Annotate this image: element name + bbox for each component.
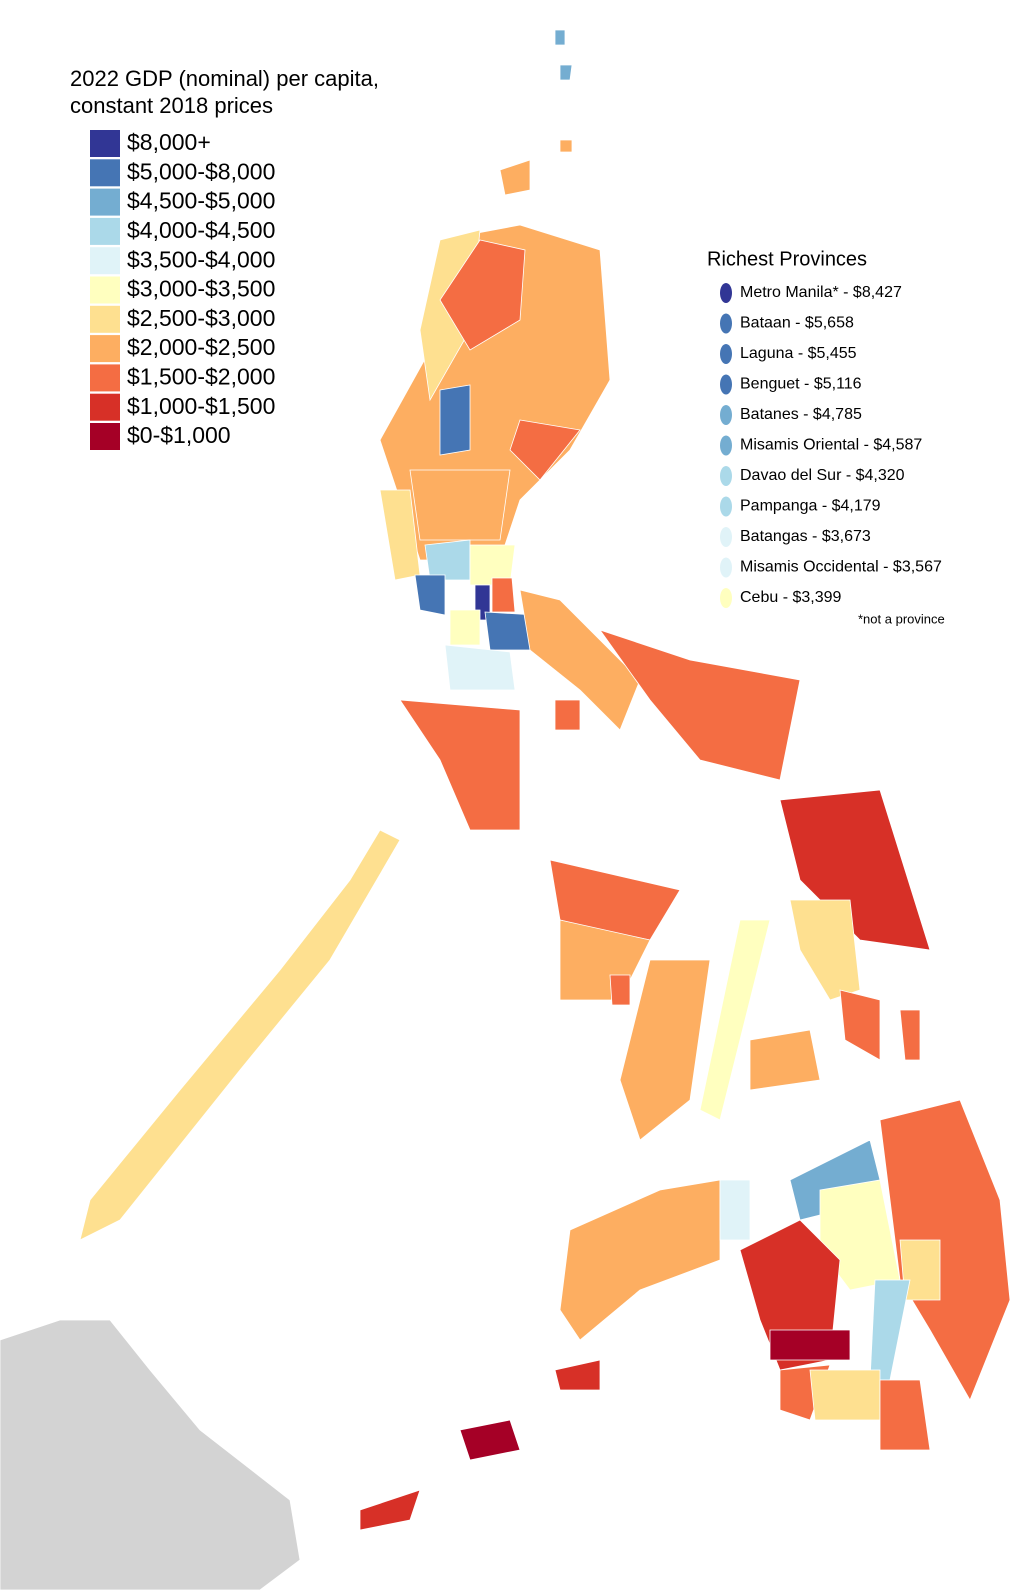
region <box>439 384 471 456</box>
legend-label: $4,500-$5,000 <box>127 188 275 214</box>
province-label: Cebu - $3,399 <box>740 589 842 606</box>
province-icon <box>720 557 732 578</box>
legend-label: $1,500-$2,000 <box>127 363 275 389</box>
province-label: Benguet - $5,116 <box>740 376 862 393</box>
region <box>719 1179 751 1241</box>
legend-swatch <box>90 335 120 363</box>
footnote: *not a province <box>858 611 945 626</box>
region <box>399 699 521 831</box>
neighbour-land <box>0 1319 301 1591</box>
province-label: Bataan - $5,658 <box>740 315 854 332</box>
region <box>839 989 881 1061</box>
region <box>779 789 931 951</box>
region <box>79 829 401 1241</box>
richest-provinces: Richest Provinces *not a province Metro … <box>707 248 945 626</box>
legend-swatch <box>90 393 120 421</box>
legend-label: $2,000-$2,500 <box>127 334 275 360</box>
region <box>499 159 531 196</box>
legend-title: constant 2018 prices <box>70 93 273 118</box>
region <box>899 1009 921 1061</box>
region <box>444 644 516 691</box>
province-icon <box>720 496 732 517</box>
richest-title: Richest Provinces <box>707 248 867 270</box>
province-icon <box>720 313 732 334</box>
province-label: Batangas - $3,673 <box>740 528 871 545</box>
region <box>414 574 446 616</box>
province-icon <box>720 527 732 547</box>
legend-label: $2,500-$3,000 <box>127 305 275 331</box>
region <box>699 919 771 1121</box>
legend-swatch <box>90 364 120 392</box>
region <box>509 419 581 481</box>
province-label: Laguna - $5,455 <box>740 345 857 362</box>
legend-swatch <box>90 159 120 187</box>
region <box>559 64 573 81</box>
province-label: Misamis Occidental - $3,567 <box>740 559 942 576</box>
region <box>554 699 581 731</box>
legend-swatch <box>90 188 120 216</box>
province-icon <box>720 588 732 608</box>
province-label: Davao del Sur - $4,320 <box>740 467 905 484</box>
legend-swatch <box>90 305 120 333</box>
province-icon <box>720 466 732 486</box>
region <box>424 539 471 581</box>
province-label: Misamis Oriental - $4,587 <box>740 437 922 454</box>
region <box>449 609 481 646</box>
province-icon <box>720 374 732 395</box>
legend-swatch <box>90 247 120 275</box>
legend-swatch <box>90 217 120 245</box>
legend-label: $3,000-$3,500 <box>127 276 275 302</box>
province-label: Pampanga - $4,179 <box>740 498 881 515</box>
region <box>359 1489 421 1531</box>
region <box>491 577 516 613</box>
region <box>789 899 861 1001</box>
region <box>619 959 711 1141</box>
region <box>609 974 631 1006</box>
legend-swatch <box>90 423 120 450</box>
legend-label: $5,000-$8,000 <box>127 158 275 184</box>
province-icon <box>720 405 732 425</box>
legend-swatch <box>90 276 120 304</box>
province-icon <box>720 283 732 303</box>
legend-label: $8,000+ <box>127 129 211 155</box>
legend-label: $0-$1,000 <box>127 422 231 448</box>
legend-label: $1,000-$1,500 <box>127 393 275 419</box>
province-label: Batanes - $4,785 <box>740 406 862 423</box>
region <box>439 239 526 351</box>
region <box>519 589 641 731</box>
legend-swatch <box>90 130 120 157</box>
region <box>879 1099 1011 1401</box>
region <box>554 1359 601 1391</box>
region <box>879 1379 931 1451</box>
region <box>554 29 566 46</box>
region <box>598 629 801 781</box>
legend: 2022 GDP (nominal) per capita,constant 2… <box>70 66 379 450</box>
province-label: Metro Manila* - $8,427 <box>740 284 902 301</box>
region <box>769 1329 851 1361</box>
legend-title: 2022 GDP (nominal) per capita, <box>70 66 379 91</box>
region <box>809 1369 881 1421</box>
legend-label: $3,500-$4,000 <box>127 246 275 272</box>
province-icon <box>720 435 732 456</box>
region <box>459 1419 521 1461</box>
legend-label: $4,000-$4,500 <box>127 217 275 243</box>
map-shapes <box>0 29 1011 1591</box>
region <box>869 1279 911 1381</box>
region <box>559 1179 721 1341</box>
province-icon <box>720 344 732 364</box>
region <box>749 1029 821 1091</box>
region <box>559 139 573 153</box>
region <box>409 469 511 541</box>
